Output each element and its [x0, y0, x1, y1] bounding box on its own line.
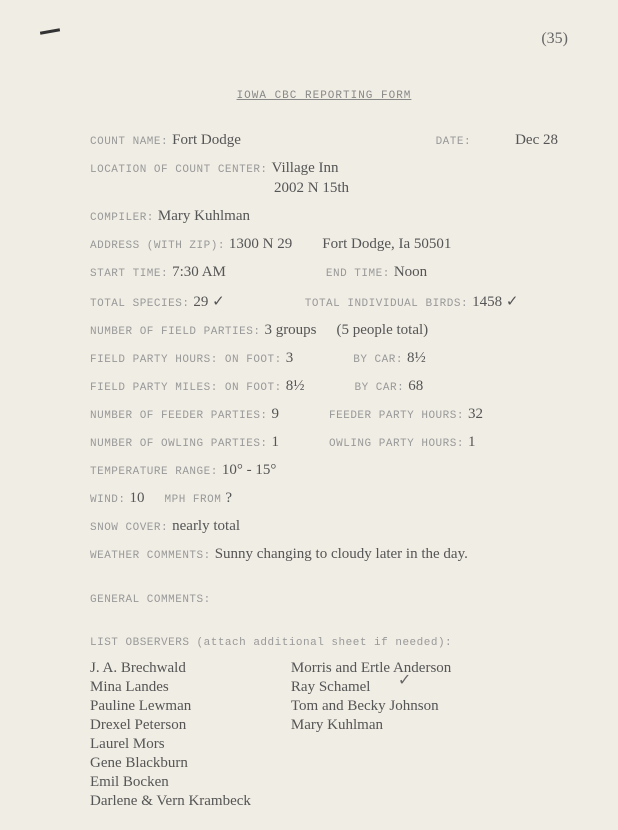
observer-name: Pauline Lewman [90, 698, 251, 715]
observer-name: Laurel Mors [90, 736, 251, 753]
row-count-name: COUNT NAME: Fort Dodge DATE: Dec 28 [90, 132, 558, 149]
label-compiler: COMPILER: [90, 212, 154, 224]
value-birds: 1458 ✓ [472, 292, 518, 311]
value-hours-foot: 3 [286, 350, 294, 367]
value-compiler: Mary Kuhlman [158, 208, 250, 225]
value-address1: 1300 N 29 [229, 236, 292, 253]
value-feeder-hours: 32 [468, 406, 483, 423]
label-miles-car: BY CAR: [354, 382, 404, 394]
value-count-name: Fort Dodge [172, 132, 241, 149]
observer-name: Morris and Ertle Anderson [291, 660, 451, 677]
value-wind2: ? [225, 490, 232, 507]
label-general: GENERAL COMMENTS: [90, 594, 211, 606]
row-snow: SNOW COVER: nearly total [90, 518, 558, 535]
observer-name: J. A. Brechwald [90, 660, 251, 677]
value-miles-foot: 8½ [286, 378, 305, 395]
check-mark: ✓ [398, 670, 411, 690]
row-location: LOCATION OF COUNT CENTER: Village Inn [90, 160, 558, 177]
row-temp: TEMPERATURE RANGE: 10° - 15° [90, 462, 558, 479]
observer-name: Gene Blackburn [90, 755, 251, 772]
observers-col1: J. A. Brechwald Mina Landes Pauline Lewman… [90, 660, 251, 810]
row-party-miles: FIELD PARTY MILES: ON FOOT: 8½ BY CAR: 6… [90, 378, 558, 395]
value-species: 29 ✓ [193, 292, 224, 311]
value-feeder-parties: 9 [272, 406, 280, 423]
row-times: START TIME: 7:30 AM END TIME: Noon [90, 264, 558, 281]
value-end-time: Noon [394, 264, 427, 281]
label-wind2: MPH FROM [165, 494, 222, 506]
value-snow: nearly total [172, 518, 240, 535]
row-observers-label: LIST OBSERVERS (attach additional sheet … [90, 637, 558, 649]
label-start-time: START TIME: [90, 268, 168, 280]
form-title: IOWA CBC REPORTING FORM [90, 90, 558, 102]
observer-name: Emil Bocken [90, 774, 251, 791]
observer-name: Drexel Peterson [90, 717, 251, 734]
label-miles-foot: FIELD PARTY MILES: ON FOOT: [90, 382, 282, 394]
row-party-hours: FIELD PARTY HOURS: ON FOOT: 3 BY CAR: 8½ [90, 350, 558, 367]
observer-name: Ray Schamel [291, 679, 451, 696]
value-miles-car: 68 [408, 378, 423, 395]
label-observers: LIST OBSERVERS (attach additional sheet … [90, 637, 452, 649]
observer-name: Mary Kuhlman [291, 717, 451, 734]
value-owling-parties: 1 [272, 434, 280, 451]
label-birds: TOTAL INDIVIDUAL BIRDS: [305, 298, 468, 310]
observers-list: J. A. Brechwald Mina Landes Pauline Lewman… [90, 660, 558, 810]
value-weather: Sunny changing to cloudy later in the da… [215, 546, 468, 563]
observer-name: Mina Landes [90, 679, 251, 696]
row-general-comments: GENERAL COMMENTS: [90, 594, 558, 606]
label-weather: WEATHER COMMENTS: [90, 550, 211, 562]
label-owling-parties: NUMBER OF OWLING PARTIES: [90, 438, 268, 450]
observer-name: Darlene & Vern Krambeck [90, 793, 251, 810]
label-species: TOTAL SPECIES: [90, 298, 189, 310]
row-feeder: NUMBER OF FEEDER PARTIES: 9 FEEDER PARTY… [90, 406, 558, 423]
value-hours-car: 8½ [407, 350, 426, 367]
label-feeder-parties: NUMBER OF FEEDER PARTIES: [90, 410, 268, 422]
label-snow: SNOW COVER: [90, 522, 168, 534]
observers-col2: ✓ Morris and Ertle Anderson Ray Schamel To… [291, 660, 451, 810]
value-location1: Village Inn [272, 160, 339, 177]
label-location: LOCATION OF COUNT CENTER: [90, 164, 268, 176]
label-hours-car: BY CAR: [353, 354, 403, 366]
value-location2: 2002 N 15th [274, 180, 349, 197]
label-hours-foot: FIELD PARTY HOURS: ON FOOT: [90, 354, 282, 366]
label-owling-hours: OWLING PARTY HOURS: [329, 438, 464, 450]
label-feeder-hours: FEEDER PARTY HOURS: [329, 410, 464, 422]
label-count-name: COUNT NAME: [90, 136, 168, 148]
row-wind: WIND: 10 MPH FROM ? [90, 490, 558, 507]
label-address: ADDRESS (WITH ZIP): [90, 240, 225, 252]
label-date: DATE: [436, 136, 512, 148]
row-weather: WEATHER COMMENTS: Sunny changing to clou… [90, 546, 558, 563]
label-field-parties: NUMBER OF FIELD PARTIES: [90, 326, 260, 338]
row-totals: TOTAL SPECIES: 29 ✓ TOTAL INDIVIDUAL BIR… [90, 292, 558, 311]
label-wind: WIND: [90, 494, 126, 506]
row-address: ADDRESS (WITH ZIP): 1300 N 29 Fort Dodge… [90, 236, 558, 253]
label-end-time: END TIME: [326, 268, 390, 280]
value-temp: 10° - 15° [222, 462, 277, 479]
label-temp: TEMPERATURE RANGE: [90, 466, 218, 478]
row-owling: NUMBER OF OWLING PARTIES: 1 OWLING PARTY… [90, 434, 558, 451]
value-wind: 10 [130, 490, 145, 507]
form-page: IOWA CBC REPORTING FORM COUNT NAME: Fort… [0, 0, 618, 830]
row-compiler: COMPILER: Mary Kuhlman [90, 208, 558, 225]
row-location2: 2002 N 15th [90, 180, 558, 197]
value-owling-hours: 1 [468, 434, 476, 451]
row-field-parties: NUMBER OF FIELD PARTIES: 3 groups (5 peo… [90, 322, 558, 339]
value-field-parties: 3 groups [264, 322, 316, 339]
value-address2: Fort Dodge, Ia 50501 [322, 236, 451, 253]
value-date: Dec 28 [515, 132, 558, 149]
observer-name: Tom and Becky Johnson [291, 698, 451, 715]
note-field-parties: (5 people total) [337, 322, 429, 339]
value-start-time: 7:30 AM [172, 264, 226, 281]
